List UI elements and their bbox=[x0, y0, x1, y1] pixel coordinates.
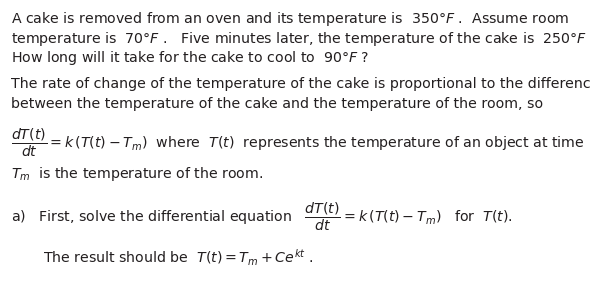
Text: The rate of change of the temperature of the cake is proportional to the differe: The rate of change of the temperature of… bbox=[11, 77, 591, 91]
Text: The result should be  $T(t) = T_m + Ce^{kt}$ .: The result should be $T(t) = T_m + Ce^{k… bbox=[43, 248, 313, 268]
Text: A cake is removed from an oven and its temperature is  $350\degree F$ .  Assume : A cake is removed from an oven and its t… bbox=[11, 10, 569, 29]
Text: a)   First, solve the differential equation   $\dfrac{dT(t)}{dt} = k\,(T(t)-T_m): a) First, solve the differential equatio… bbox=[11, 200, 512, 233]
Text: $T_m$  is the temperature of the room.: $T_m$ is the temperature of the room. bbox=[11, 165, 263, 183]
Text: $\dfrac{dT(t)}{dt} = k\,(T(t)-T_m)$  where  $T(t)$  represents the temperature o: $\dfrac{dT(t)}{dt} = k\,(T(t)-T_m)$ wher… bbox=[11, 126, 591, 159]
Text: between the temperature of the cake and the temperature of the room, so: between the temperature of the cake and … bbox=[11, 97, 543, 110]
Text: temperature is  $70\degree F$ .   Five minutes later, the temperature of the cak: temperature is $70\degree F$ . Five minu… bbox=[11, 30, 591, 48]
Text: How long will it take for the cake to cool to  $90\degree F$ ?: How long will it take for the cake to co… bbox=[11, 49, 369, 67]
